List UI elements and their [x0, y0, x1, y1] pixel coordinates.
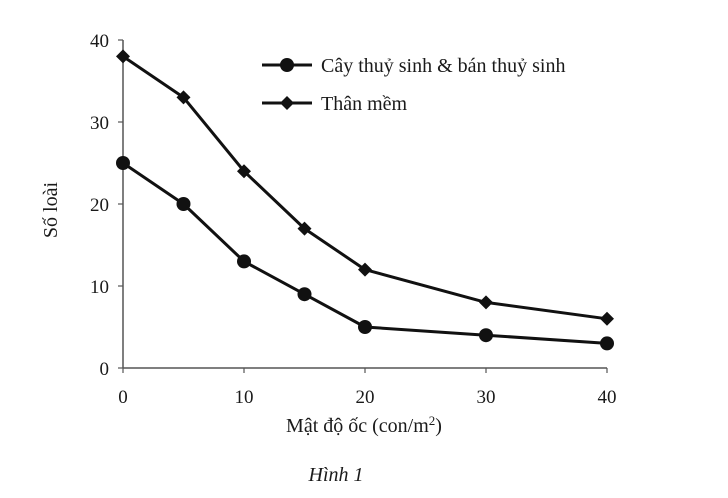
y-tick-label: 10: [90, 277, 109, 298]
data-point: [600, 311, 614, 326]
legend-label: Thân mềm: [321, 93, 408, 115]
x-axis-label-main: Mật độ ốc (con/m: [286, 415, 429, 437]
series-1: [116, 156, 614, 351]
x-tick-label: 20: [356, 387, 375, 408]
data-point: [237, 254, 251, 269]
legend-item: Thân mềm: [262, 93, 408, 115]
legend: Cây thuỷ sinh & bán thuỷ sinh Thân mềm: [262, 55, 565, 115]
x-axis-label-suffix: ): [435, 415, 442, 437]
data-point: [479, 295, 493, 310]
series-2: [116, 49, 614, 326]
data-point: [479, 328, 493, 343]
data-point: [176, 90, 191, 105]
legend-marker: [280, 58, 294, 72]
y-tick-label: 40: [90, 31, 109, 52]
legend-marker: [280, 96, 294, 110]
series-line: [122, 161, 608, 345]
figure-caption: Hình 1: [308, 464, 364, 486]
y-tick-label: 20: [90, 195, 109, 216]
x-tick-label: 0: [118, 387, 128, 408]
data-point: [600, 336, 614, 351]
data-point: [297, 221, 312, 236]
x-tick-labels: 0 10 20 30 40: [118, 387, 616, 408]
series-layer: [116, 49, 614, 351]
data-point: [176, 197, 191, 211]
y-tick-label: 30: [90, 113, 109, 134]
data-point: [297, 287, 312, 302]
data-point: [237, 164, 251, 179]
data-point: [116, 49, 130, 64]
data-point: [358, 262, 372, 277]
x-axis-label: Mật độ ốc (con/m2): [286, 413, 442, 437]
legend-item: Cây thuỷ sinh & bán thuỷ sinh: [262, 55, 565, 77]
x-tick-label: 40: [598, 387, 617, 408]
y-tick-label: 0: [100, 359, 110, 380]
y-axis-label: Số loài: [40, 182, 62, 239]
data-point: [116, 156, 130, 170]
axes: [118, 39, 608, 373]
data-point: [358, 320, 372, 334]
legend-label: Cây thuỷ sinh & bán thuỷ sinh: [321, 55, 565, 77]
y-tick-labels: 0 10 20 30 40: [90, 31, 109, 380]
x-axis-label-sup: 2: [429, 413, 436, 428]
x-tick-label: 30: [477, 387, 496, 408]
x-tick-label: 10: [235, 387, 254, 408]
